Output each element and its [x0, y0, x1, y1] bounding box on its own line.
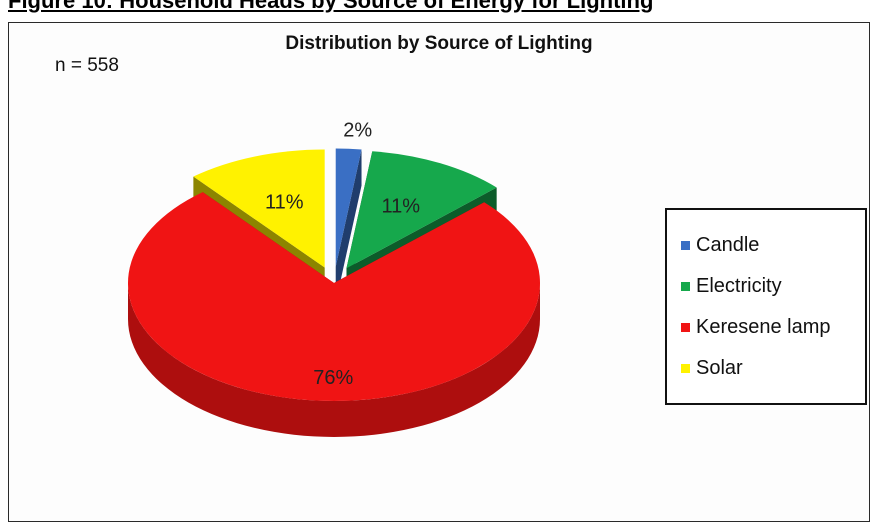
legend-swatch — [681, 240, 690, 250]
legend-label: Keresene lamp — [696, 315, 831, 338]
pie-chart: 2% 11% 76% 11% — [128, 119, 541, 437]
legend-label: Candle — [696, 233, 760, 256]
legend-swatch — [681, 322, 690, 332]
data-label-electricity: 11% — [381, 196, 420, 218]
chart-legend: Candle Electricity Keresene lamp Solar — [665, 208, 867, 405]
data-label-solar: 11% — [265, 191, 304, 213]
chart-area: 2% 11% 76% 11% Distribution by Source of Li… — [8, 22, 870, 522]
chart-title: Distribution by Source of Lighting — [285, 33, 593, 54]
legend-item-keresene-lamp: Keresene lamp — [681, 314, 831, 340]
legend-item-solar: Solar — [681, 355, 743, 381]
legend-swatch — [681, 281, 690, 291]
data-label-keresene-lamp: 76% — [313, 367, 353, 389]
legend-swatch — [681, 363, 690, 373]
figure-caption: Figure 10: Household Heads by Source of … — [8, 0, 654, 13]
data-label-candle: 2% — [343, 119, 372, 141]
legend-label: Electricity — [696, 274, 782, 297]
pie-slice-keresene-lamp — [128, 192, 541, 437]
legend-label: Solar — [696, 356, 743, 379]
legend-item-candle: Candle — [681, 232, 759, 258]
legend-item-electricity: Electricity — [681, 273, 782, 299]
pie-slice-candle — [335, 148, 362, 303]
sample-size-note: n = 558 — [55, 55, 119, 76]
